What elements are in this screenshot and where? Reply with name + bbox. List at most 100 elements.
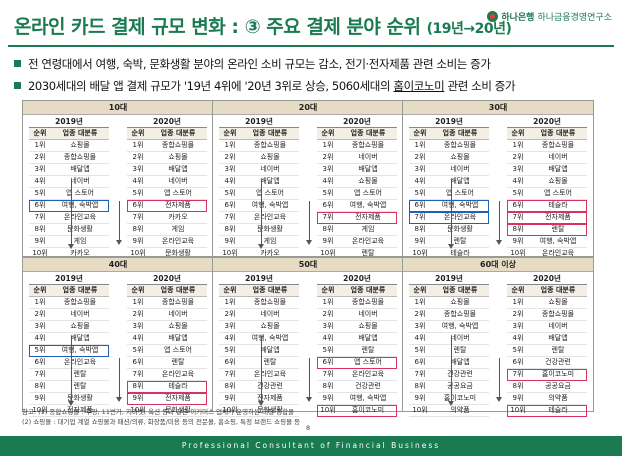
table-row: 7위 온라인교육 xyxy=(409,212,489,224)
bullet-2-text-post: 관련 소비 증가 xyxy=(444,79,516,93)
page-title: 온라인 카드 결제 규모 변화 : ③ 주요 결제 분야 순위 (19년→20년… xyxy=(14,12,512,39)
col-rank: 순위 xyxy=(223,286,237,294)
category-cell: 네이버 xyxy=(548,153,568,161)
rank-cell: 10위 xyxy=(320,406,336,414)
table-row: 1위 종합쇼핑몰 xyxy=(29,297,109,309)
table-row: 5위 앱 스토어 xyxy=(127,188,207,200)
rank-cell: 9위 xyxy=(34,237,46,245)
table-row: 8위 렌탈 xyxy=(507,224,587,236)
category-cell: 배달앱 xyxy=(168,165,188,173)
table-row: 5위 앱 스토어 xyxy=(507,188,587,200)
category-cell: 테슬라 xyxy=(548,201,568,209)
category-cell: 네이버 xyxy=(450,165,470,173)
table-header: 순위 업종 대분류 xyxy=(317,128,397,140)
table-row: 6위 온라인교육 xyxy=(29,357,109,369)
category-cell: 앱 스토어 xyxy=(66,189,94,197)
table-row: 4위 네이버 xyxy=(127,176,207,188)
rank-cell: 3위 xyxy=(512,165,524,173)
category-cell: 네이버 xyxy=(358,153,378,161)
rank-cell: 6위 xyxy=(132,201,144,209)
category-cell: 렌탈 xyxy=(361,249,375,257)
rank-cell: 8위 xyxy=(512,225,524,233)
category-cell: 여행, 숙박앱 xyxy=(61,346,99,354)
table-row: 2위 네이버 xyxy=(219,309,299,321)
category-cell: 네이버 xyxy=(260,310,280,318)
table-year: 2019년 xyxy=(29,116,109,128)
table-row: 4위 네이버 xyxy=(29,176,109,188)
table-row: 1위 쇼핑몰 xyxy=(29,140,109,152)
category-cell: 문화생활 xyxy=(165,249,191,257)
table-row: 1위 쇼핑몰 xyxy=(409,297,489,309)
col-rank: 순위 xyxy=(413,129,427,137)
table-year: 2020년 xyxy=(507,116,587,128)
category-cell: 여행, 숙박앱 xyxy=(349,201,387,209)
table-row: 1위 종합쇼핑몰 xyxy=(507,140,587,152)
category-cell: 공공요금 xyxy=(545,382,571,390)
table-row: 7위 카카오 xyxy=(127,212,207,224)
table-header: 순위 업종 대분류 xyxy=(29,285,109,297)
category-cell: 의약품 xyxy=(548,394,568,402)
rank-cell: 3위 xyxy=(34,322,46,330)
table-row: 1위 종합쇼핑몰 xyxy=(317,297,397,309)
table-row: 6위 여행, 숙박앱 xyxy=(219,200,299,212)
rank-cell: 6위 xyxy=(34,201,46,209)
rank-cell: 9위 xyxy=(34,394,46,402)
table-year: 2019년 xyxy=(409,273,489,285)
category-cell: 배달앱 xyxy=(450,358,470,366)
col-category: 업종 대분류 xyxy=(62,129,98,137)
table-row: 8위 테슬라 xyxy=(127,381,207,393)
rank-cell: 9위 xyxy=(512,394,524,402)
category-cell: 건강관련 xyxy=(257,382,283,390)
table-row: 9위 여행, 숙박앱 xyxy=(317,393,397,405)
category-cell: 건강관련 xyxy=(355,382,381,390)
table-year: 2019년 xyxy=(219,273,299,285)
category-cell: 앱 스토어 xyxy=(354,358,382,366)
col-category: 업종 대분류 xyxy=(442,286,478,294)
table-row: 3위 배달앱 xyxy=(127,164,207,176)
category-cell: 온라인교육 xyxy=(161,237,195,245)
col-category: 업종 대분류 xyxy=(540,286,576,294)
category-cell: 문화생활 xyxy=(67,225,93,233)
col-category: 업종 대분류 xyxy=(62,286,98,294)
table-header: 순위 업종 대분류 xyxy=(127,128,207,140)
category-cell: 네이버 xyxy=(548,322,568,330)
rank-change-arrow xyxy=(306,201,312,245)
rank-cell: 4위 xyxy=(34,334,46,342)
rank-cell: 2위 xyxy=(322,310,334,318)
rank-cell: 10위 xyxy=(222,249,238,257)
rank-cell: 3위 xyxy=(34,165,46,173)
category-cell: 네이버 xyxy=(260,165,280,173)
category-cell: 쇼핑몰 xyxy=(548,298,568,306)
footnote-2: (2) 쇼핑몰 : 대기업 계열 쇼핑몰과 패션/의류, 화장품/미용 등의 전… xyxy=(22,418,301,426)
table-header: 순위 업종 대분류 xyxy=(409,128,489,140)
rank-cell: 4위 xyxy=(512,334,524,342)
rank-cell: 5위 xyxy=(224,346,236,354)
category-cell: 네이버 xyxy=(168,310,188,318)
category-cell: 온라인교육 xyxy=(443,213,477,221)
table-row: 6위 건강관련 xyxy=(507,357,587,369)
rank-cell: 7위 xyxy=(414,370,426,378)
rank-cell: 6위 xyxy=(414,201,426,209)
table-row: 4위 배달앱 xyxy=(219,176,299,188)
category-cell: 여행, 숙박앱 xyxy=(349,394,387,402)
table-row: 5위 렌탈 xyxy=(409,345,489,357)
table-row: 6위 여행, 숙박앱 xyxy=(317,200,397,212)
col-rank: 순위 xyxy=(321,129,335,137)
category-cell: 앱 스토어 xyxy=(544,189,572,197)
table-row: 3위 배달앱 xyxy=(507,164,587,176)
rank-table-2019: 2019년 순위 업종 대분류 1위 쇼핑몰 2위 종합쇼핑몰 3위 배달앱 4위 네이버 5위 앱 스… xyxy=(29,116,109,260)
rank-cell: 8위 xyxy=(34,225,46,233)
title-main: 온라인 카드 결제 규모 변화 : ③ 주요 결제 분야 순위 xyxy=(14,16,421,38)
rank-cell: 2위 xyxy=(414,310,426,318)
rank-cell: 5위 xyxy=(322,346,334,354)
table-row: 7위 건강관련 xyxy=(409,369,489,381)
rank-cell: 9위 xyxy=(132,237,144,245)
rank-cell: 5위 xyxy=(414,189,426,197)
rank-cell: 8위 xyxy=(322,225,334,233)
table-row: 4위 배달앱 xyxy=(127,333,207,345)
rank-cell: 1위 xyxy=(322,298,334,306)
table-year: 2019년 xyxy=(219,116,299,128)
table-year: 2020년 xyxy=(127,116,207,128)
table-row: 3위 여행, 숙박앱 xyxy=(409,321,489,333)
footer-banner: Professional Consultant of Financial Bus… xyxy=(0,436,622,456)
